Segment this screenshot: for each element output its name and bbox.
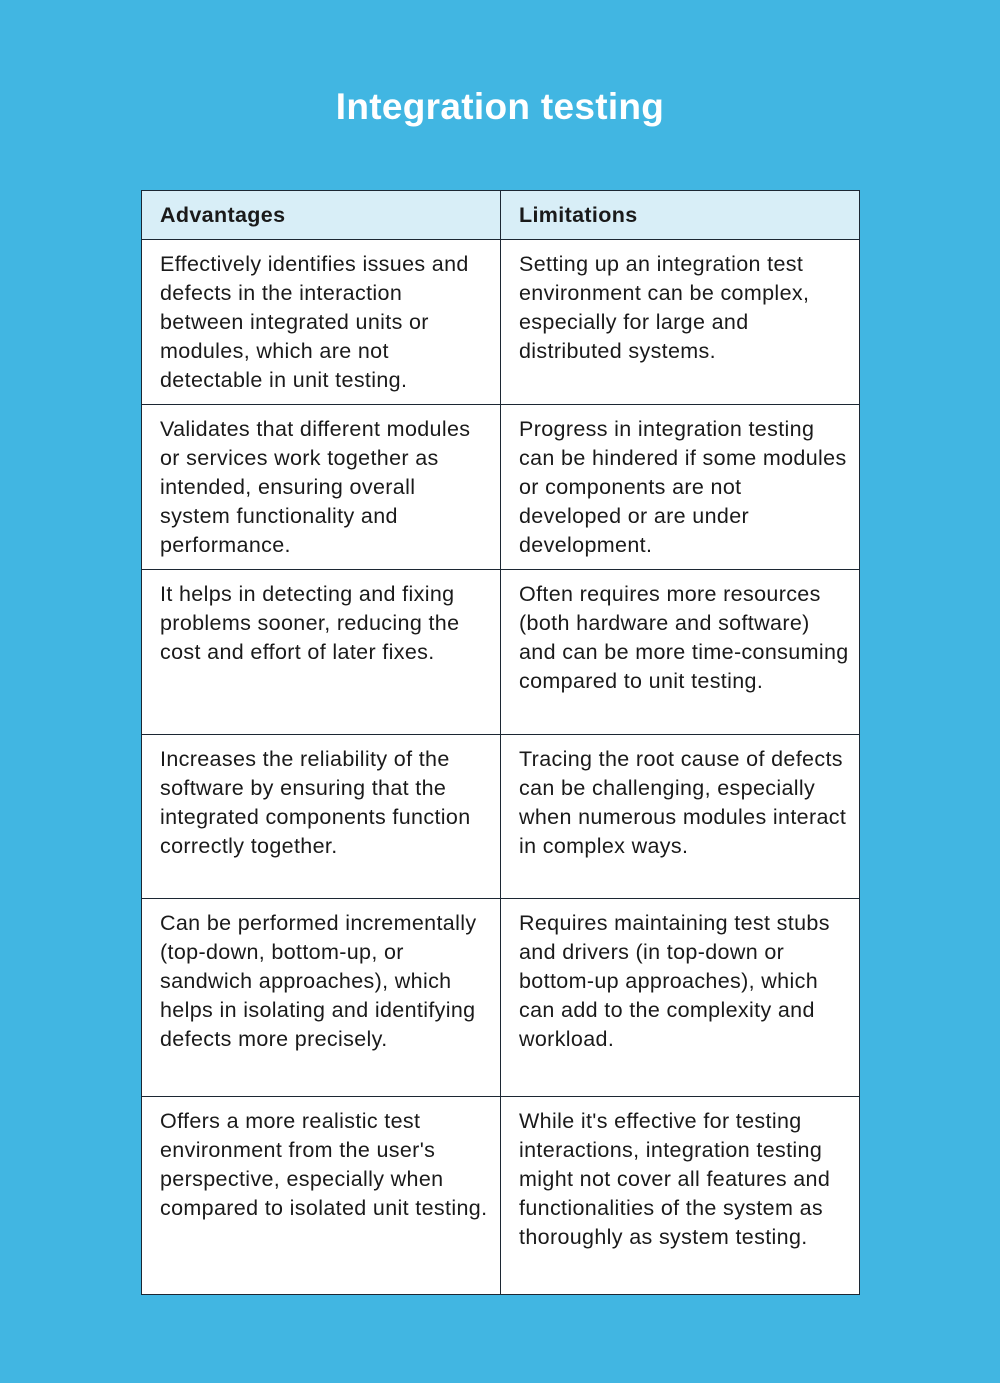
advantage-cell: Offers a more realistic test environment…	[141, 1096, 501, 1295]
advantage-cell: Effectively identifies issues and defect…	[141, 239, 501, 405]
advantage-cell: It helps in detecting and fixing problem…	[141, 569, 501, 735]
advantage-cell: Can be performed incrementally (top-down…	[141, 898, 501, 1097]
limitation-cell: Tracing the root cause of defects can be…	[500, 734, 860, 899]
header-limitations: Limitations	[500, 190, 860, 240]
table-row: Offers a more realistic test environment…	[141, 1096, 860, 1295]
header-advantages: Advantages	[141, 190, 501, 240]
table-row: Effectively identifies issues and defect…	[141, 239, 860, 405]
limitation-cell: Setting up an integration test environme…	[500, 239, 860, 405]
limitation-cell: Requires maintaining test stubs and driv…	[500, 898, 860, 1097]
table-row: Increases the reliability of the softwar…	[141, 734, 860, 899]
advantage-cell: Increases the reliability of the softwar…	[141, 734, 501, 899]
limitation-cell: Progress in integration testing can be h…	[500, 404, 860, 570]
table-row: Validates that different modules or serv…	[141, 404, 860, 570]
comparison-table: Advantages Limitations Effectively ident…	[141, 190, 860, 1295]
table-row: Can be performed incrementally (top-down…	[141, 898, 860, 1097]
header-row: Advantages Limitations	[141, 190, 860, 240]
page-title: Integration testing	[335, 86, 665, 127]
table-row: It helps in detecting and fixing problem…	[141, 569, 860, 735]
limitation-cell: While it's effective for testing interac…	[500, 1096, 860, 1295]
advantage-cell: Validates that different modules or serv…	[141, 404, 501, 570]
limitation-cell: Often requires more resources (both hard…	[500, 569, 860, 735]
